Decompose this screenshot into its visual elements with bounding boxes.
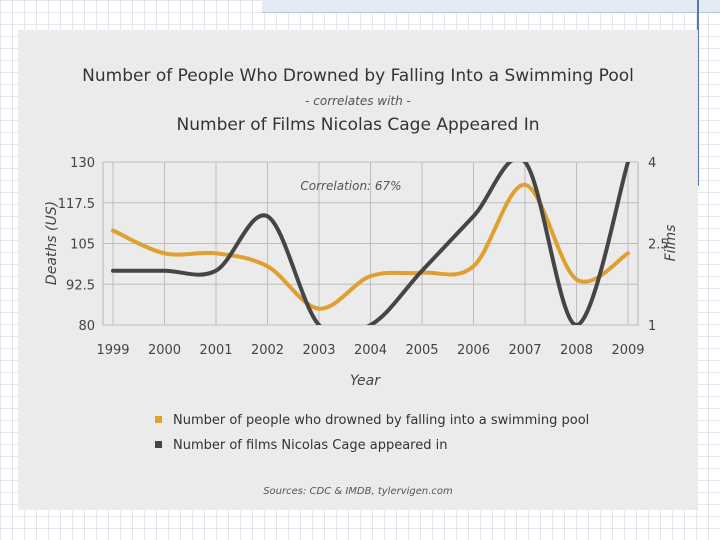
slide-top-band (262, 0, 720, 13)
x-tick-label: 2003 (302, 343, 335, 358)
y-tick-label: 92.5 (66, 278, 95, 293)
chart-source: Sources: CDC & IMDB, tylervigen.com (263, 486, 453, 497)
legend-swatch-cage-films (155, 441, 162, 448)
y-right-tick-label: 4 (648, 156, 656, 171)
chart: Number of People Who Drowned by Falling … (44, 66, 679, 497)
x-tick-label: 2002 (251, 343, 284, 358)
chart-title: Number of People Who Drowned by Falling … (82, 66, 634, 86)
x-tick-label: 2004 (354, 343, 387, 358)
x-tick-label: 2000 (148, 343, 181, 358)
x-tick-label: 2001 (199, 343, 232, 358)
chart-subtitle: - correlates with - (305, 94, 411, 108)
y-right-tick-label: 1 (648, 319, 656, 334)
drowning-series-line (111, 182, 630, 311)
x-tick-label: 2006 (457, 343, 490, 358)
y-axis-right-label: Films (663, 225, 679, 262)
x-axis: 1999 2000 2001 2002 2003 2004 2005 2006 2007 2008… (96, 343, 644, 358)
legend-swatch-drowning (155, 416, 162, 423)
x-tick-label: 2007 (508, 343, 541, 358)
y-tick-label: 117.5 (58, 197, 95, 212)
correlation-annotation: Correlation: 67% (300, 179, 401, 193)
y-right-tick-label: 2.5 (648, 238, 669, 253)
x-axis-label: Year (350, 373, 381, 389)
x-tick-label: 2005 (405, 343, 438, 358)
y-tick-label: 80 (78, 319, 95, 334)
legend-label-cage-films: Number of films Nicolas Cage appeared in (173, 438, 447, 453)
chart-panel: Number of People Who Drowned by Falling … (18, 30, 698, 510)
y-tick-label: 105 (70, 238, 95, 253)
y-axis-left: 130 117.5 105 92.5 80 (58, 156, 95, 334)
x-tick-label: 2009 (611, 343, 644, 358)
y-axis-label: Deaths (US) (44, 201, 60, 285)
y-tick-label: 130 (70, 156, 95, 171)
slide-side-rule (697, 0, 699, 186)
x-tick-label: 1999 (96, 343, 129, 358)
legend-label-drowning: Number of people who drowned by falling … (173, 413, 589, 428)
cage-films-series-line (111, 162, 630, 325)
chart-title-2: Number of Films Nicolas Cage Appeared In (177, 115, 540, 135)
x-tick-label: 2008 (560, 343, 593, 358)
y-axis-right: 42.51 (648, 156, 669, 334)
